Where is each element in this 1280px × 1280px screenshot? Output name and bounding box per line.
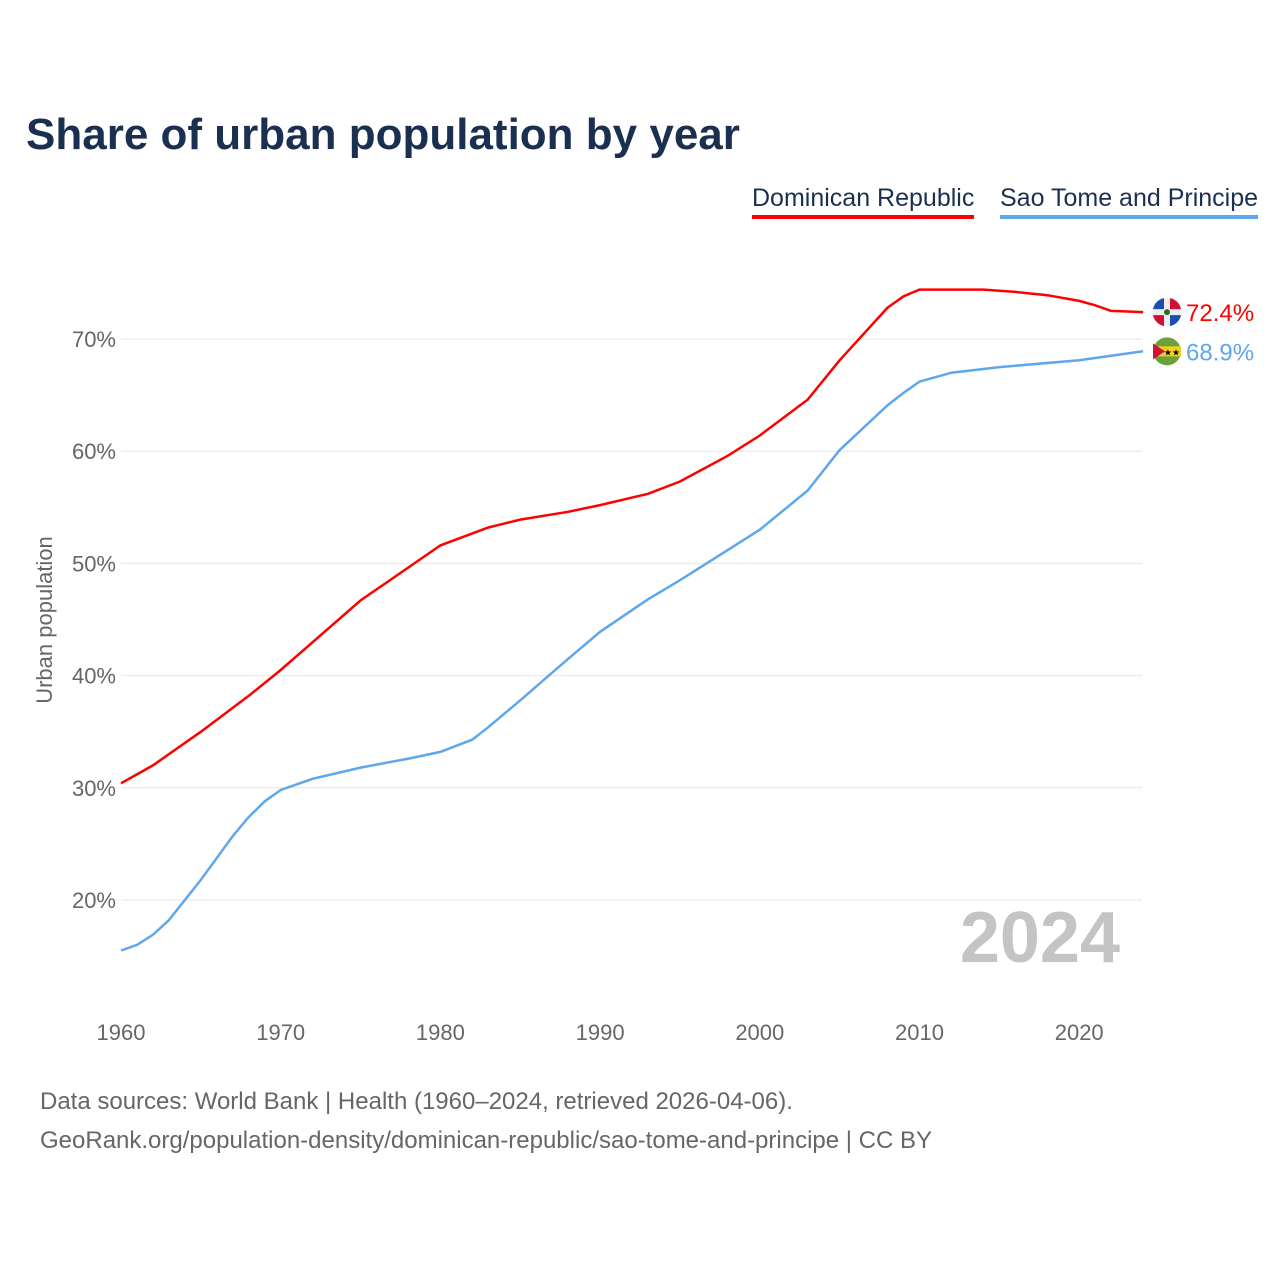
flag-part: [1153, 346, 1181, 357]
chart-title: Share of urban population by year: [26, 110, 740, 159]
flag-part: [1170, 315, 1181, 327]
flag-part: ★★: [1164, 347, 1180, 357]
x-tick-label: 1960: [97, 1020, 146, 1045]
y-axis-label: Urban population: [32, 536, 57, 704]
flag-part: [1153, 315, 1164, 327]
x-tick-label: 1990: [576, 1020, 625, 1045]
year-watermark: 2024: [960, 898, 1120, 978]
series-line-0: [120, 288, 1144, 785]
flag-part: [1170, 298, 1181, 310]
y-tick-label: 30%: [72, 776, 116, 801]
flag-part: [1164, 309, 1170, 316]
y-tick-label: 60%: [72, 439, 116, 464]
series-line-1: [120, 350, 1144, 952]
x-tick-label: 1970: [256, 1020, 305, 1045]
end-value-label: 68.9%: [1186, 339, 1254, 366]
legend-dominican-republic[interactable]: Dominican Republic: [752, 184, 975, 219]
flag-part: [1153, 343, 1165, 360]
source-url[interactable]: GeoRank.org/population-density/dominican…: [40, 1127, 933, 1154]
x-tick-label: 1980: [416, 1020, 465, 1045]
y-tick-label: 70%: [72, 327, 116, 352]
flag-part: [1153, 298, 1164, 310]
legend-sao-tome[interactable]: Sao Tome and Principe: [1000, 184, 1259, 219]
x-tick-label: 2000: [735, 1020, 784, 1045]
x-tick-label: 2010: [895, 1020, 944, 1045]
y-tick-label: 40%: [72, 664, 116, 689]
source-line: Data sources: World Bank | Health (1960–…: [40, 1088, 793, 1115]
end-value-label: 72.4%: [1186, 300, 1254, 327]
x-tick-label: 2020: [1055, 1020, 1104, 1045]
y-tick-label: 50%: [72, 551, 116, 576]
y-tick-label: 20%: [72, 888, 116, 913]
